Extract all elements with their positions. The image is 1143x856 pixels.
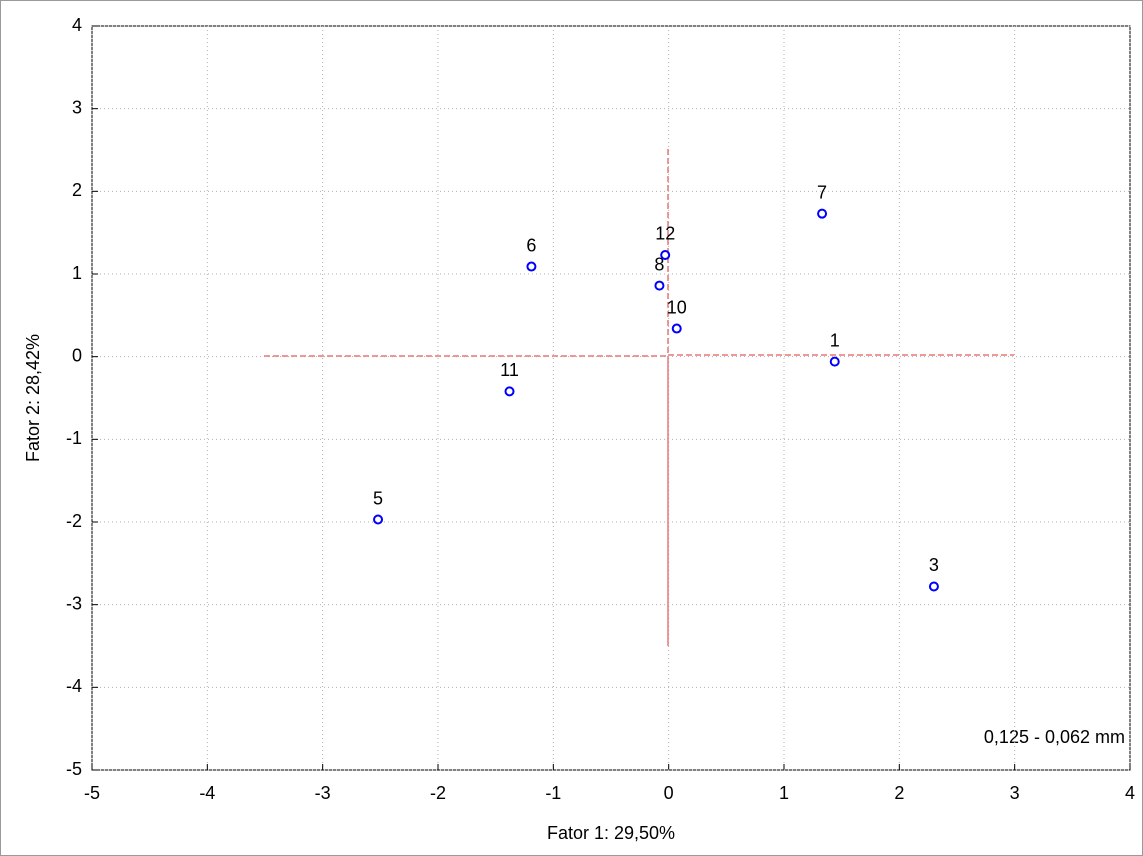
x-tick-label: -3 — [315, 783, 331, 803]
point — [504, 386, 515, 397]
point-label: 8 — [654, 254, 664, 274]
x-tick-label: 1 — [779, 783, 789, 803]
point — [654, 280, 665, 291]
y-tick-label: 3 — [72, 97, 82, 117]
x-tick-label: 4 — [1125, 783, 1135, 803]
y-tick-label: -2 — [66, 511, 82, 531]
point-label: 12 — [655, 224, 675, 244]
point-label: 11 — [500, 360, 519, 380]
point-label: 3 — [929, 555, 939, 575]
x-tick-label: -1 — [545, 783, 561, 803]
y-tick-label: 0 — [72, 345, 82, 365]
annotation: 0,125 - 0,062 mm — [984, 727, 1125, 747]
x-tick-label: 3 — [1010, 783, 1020, 803]
point-label: 10 — [667, 297, 687, 317]
point — [671, 323, 682, 334]
point — [660, 249, 671, 260]
x-tick-label: -5 — [84, 783, 100, 803]
y-tick-label: -5 — [66, 759, 82, 779]
y-tick-label: -1 — [66, 428, 82, 448]
y-tick-label: 1 — [72, 263, 82, 283]
point-label: 6 — [526, 235, 536, 255]
point — [829, 356, 840, 367]
y-tick-label: -4 — [66, 676, 82, 696]
y-tick-label: 4 — [72, 15, 82, 35]
y-tick-label: 2 — [72, 180, 82, 200]
point — [928, 581, 939, 592]
x-tick-label: -2 — [430, 783, 446, 803]
point-label: 5 — [373, 488, 383, 508]
point-label: 7 — [817, 182, 827, 202]
x-tick-label: -4 — [199, 783, 215, 803]
point — [526, 261, 537, 272]
point — [373, 514, 384, 525]
y-axis-label: Fator 2: 28,42% — [23, 334, 43, 462]
y-tick-label: -3 — [66, 593, 82, 613]
x-axis-label: Fator 1: 29,50% — [547, 823, 675, 843]
point — [817, 208, 828, 219]
point-label: 1 — [830, 330, 840, 350]
x-tick-label: 2 — [894, 783, 904, 803]
x-tick-label: 0 — [664, 783, 674, 803]
